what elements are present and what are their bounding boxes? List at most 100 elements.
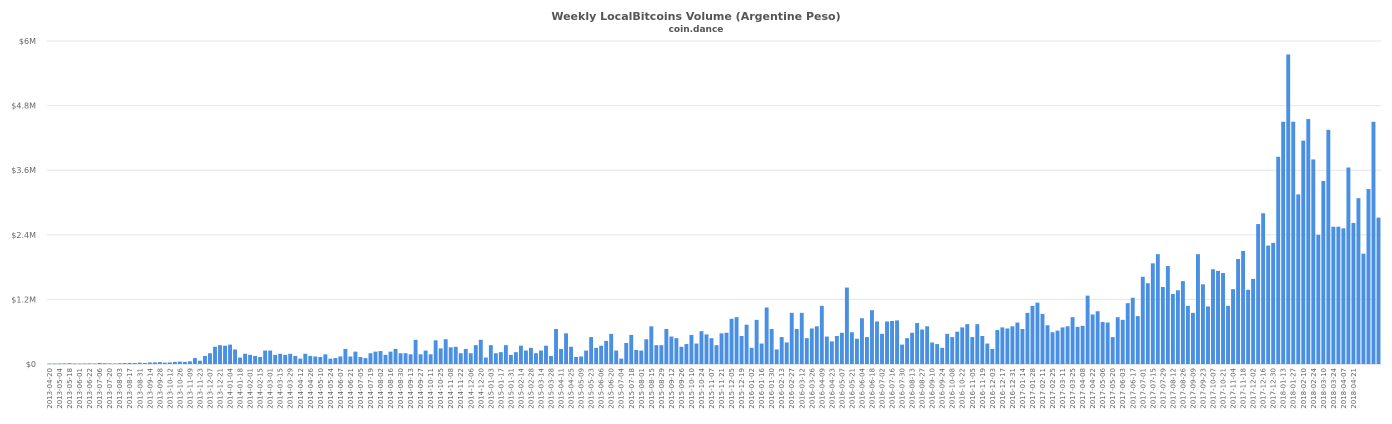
bar[interactable]: [1075, 326, 1080, 364]
bar[interactable]: [814, 326, 819, 364]
bar[interactable]: [764, 307, 769, 364]
bar[interactable]: [804, 338, 809, 364]
bar[interactable]: [453, 346, 458, 364]
bar[interactable]: [448, 347, 453, 364]
bar[interactable]: [122, 363, 127, 364]
bar[interactable]: [1160, 287, 1165, 364]
bar[interactable]: [754, 319, 759, 364]
bar[interactable]: [544, 345, 548, 364]
bar[interactable]: [1125, 303, 1130, 364]
bar[interactable]: [1341, 228, 1346, 364]
bar[interactable]: [1216, 270, 1220, 364]
bar[interactable]: [829, 341, 834, 364]
bar[interactable]: [508, 354, 513, 364]
bar[interactable]: [248, 354, 253, 364]
bar[interactable]: [679, 346, 684, 364]
bar[interactable]: [1211, 269, 1215, 364]
bar[interactable]: [348, 356, 353, 364]
bar[interactable]: [809, 328, 814, 364]
bar[interactable]: [639, 350, 644, 364]
bar[interactable]: [343, 348, 348, 364]
bar[interactable]: [87, 363, 92, 364]
bar[interactable]: [1241, 250, 1246, 364]
bar[interactable]: [1155, 254, 1160, 364]
bar[interactable]: [990, 348, 995, 364]
bar[interactable]: [1120, 319, 1125, 364]
bar[interactable]: [839, 332, 844, 364]
bar[interactable]: [1170, 294, 1175, 364]
bar[interactable]: [142, 362, 147, 364]
bar[interactable]: [1356, 198, 1361, 364]
bar[interactable]: [1266, 245, 1271, 364]
bar[interactable]: [739, 336, 744, 364]
bar[interactable]: [228, 344, 233, 364]
bar[interactable]: [1201, 284, 1205, 364]
bar[interactable]: [1030, 305, 1035, 364]
bar[interactable]: [669, 336, 674, 364]
bar[interactable]: [629, 334, 634, 364]
bar[interactable]: [1366, 189, 1371, 364]
bar[interactable]: [1135, 316, 1140, 364]
bar[interactable]: [734, 317, 739, 364]
bar[interactable]: [1090, 314, 1095, 364]
bar[interactable]: [975, 324, 980, 364]
bar[interactable]: [714, 345, 719, 364]
bar[interactable]: [789, 312, 794, 364]
bar[interactable]: [559, 348, 563, 364]
bar[interactable]: [729, 318, 734, 364]
bar[interactable]: [880, 333, 884, 364]
bar[interactable]: [213, 346, 217, 364]
bar[interactable]: [794, 329, 799, 364]
bar[interactable]: [935, 344, 940, 364]
bar[interactable]: [518, 345, 523, 364]
bar[interactable]: [709, 338, 714, 364]
bar[interactable]: [719, 333, 724, 364]
bar[interactable]: [614, 350, 619, 364]
bar[interactable]: [438, 348, 443, 364]
bar[interactable]: [203, 355, 207, 364]
bar[interactable]: [373, 351, 378, 364]
bar[interactable]: [724, 332, 729, 364]
bar[interactable]: [1140, 276, 1145, 364]
bar[interactable]: [849, 332, 854, 364]
bar[interactable]: [488, 345, 493, 364]
bar[interactable]: [784, 342, 789, 364]
bar[interactable]: [1336, 226, 1341, 364]
bar[interactable]: [1326, 129, 1331, 364]
bar[interactable]: [890, 320, 894, 364]
bar[interactable]: [62, 363, 67, 364]
bar[interactable]: [218, 345, 222, 364]
bar[interactable]: [258, 357, 263, 364]
bar[interactable]: [915, 323, 920, 364]
bar[interactable]: [1331, 226, 1336, 364]
bar[interactable]: [1070, 317, 1075, 364]
bar[interactable]: [308, 355, 313, 364]
bar[interactable]: [513, 352, 518, 364]
bar[interactable]: [960, 327, 965, 364]
bar[interactable]: [824, 336, 829, 364]
bar[interactable]: [955, 331, 960, 364]
bar[interactable]: [283, 354, 288, 364]
bar[interactable]: [378, 351, 383, 364]
bar[interactable]: [885, 321, 889, 364]
bar[interactable]: [579, 356, 584, 364]
bar[interactable]: [358, 357, 363, 364]
bar[interactable]: [985, 343, 990, 364]
bar[interactable]: [177, 361, 182, 364]
bar[interactable]: [574, 357, 579, 364]
bar[interactable]: [1050, 332, 1055, 364]
bar[interactable]: [1371, 121, 1376, 364]
bar[interactable]: [368, 353, 373, 364]
bar[interactable]: [865, 337, 869, 364]
bar[interactable]: [1195, 254, 1200, 364]
bar[interactable]: [1105, 322, 1110, 364]
bar[interactable]: [92, 363, 97, 365]
bar[interactable]: [187, 361, 192, 364]
bar[interactable]: [644, 339, 649, 364]
bar[interactable]: [965, 324, 970, 364]
bar[interactable]: [1251, 278, 1256, 364]
bar[interactable]: [152, 362, 157, 364]
bar[interactable]: [303, 353, 308, 364]
bar[interactable]: [1095, 311, 1100, 364]
bar[interactable]: [1175, 290, 1180, 364]
